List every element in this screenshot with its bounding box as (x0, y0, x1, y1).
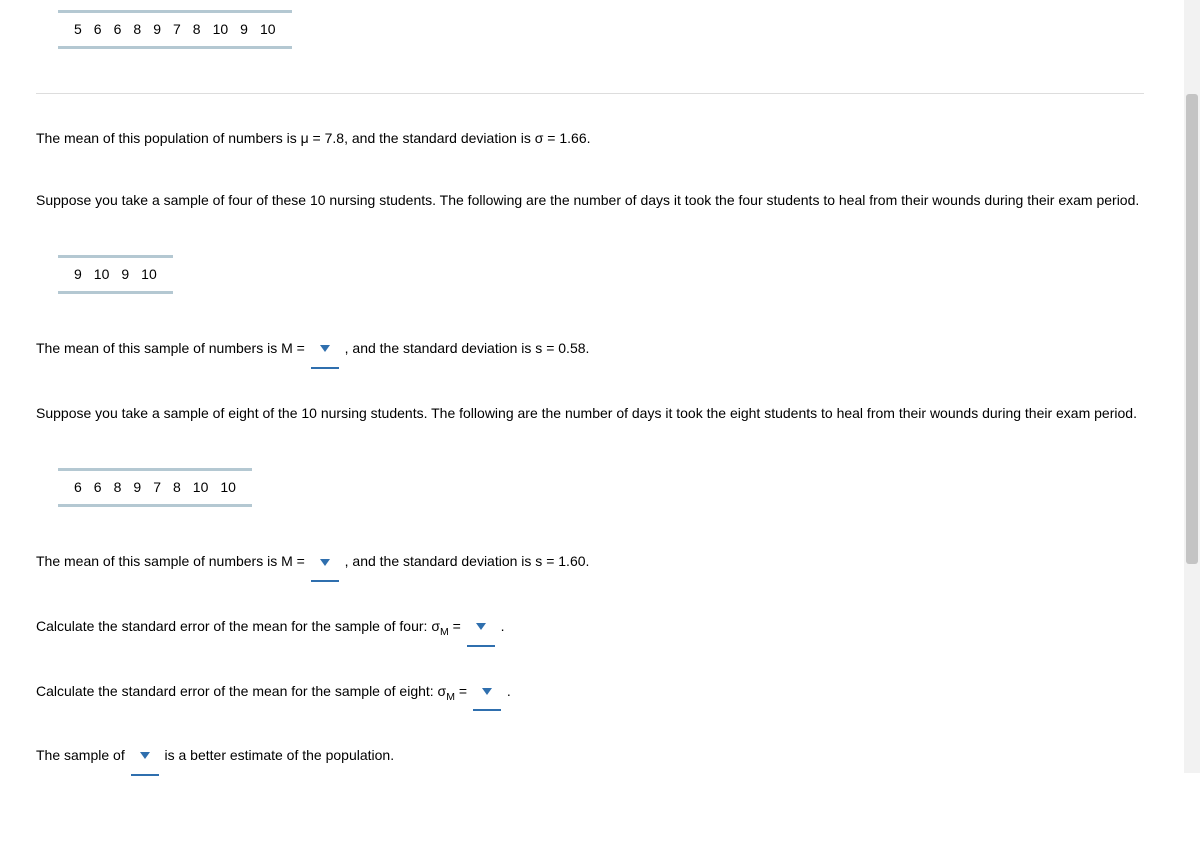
text: = (449, 618, 461, 634)
text: , and the standard deviation is s = (345, 553, 559, 569)
sem-four-paragraph: Calculate the standard error of the mean… (36, 610, 1144, 647)
sample-eight-intro: Suppose you take a sample of eight of th… (36, 397, 1144, 431)
text: is a better estimate of the population. (165, 747, 395, 763)
sem-eight-paragraph: Calculate the standard error of the mean… (36, 675, 1144, 712)
chevron-down-icon (140, 752, 150, 759)
sample-four-intro: Suppose you take a sample of four of the… (36, 184, 1144, 218)
data-value: 6 (68, 479, 88, 495)
sample-eight-mean-dropdown[interactable] (311, 545, 339, 582)
data-value: 9 (234, 21, 254, 37)
sample-eight-s-value: 1.60 (558, 553, 585, 569)
data-value: 9 (127, 479, 147, 495)
data-value: 7 (167, 21, 187, 37)
sample-eight-data-box: 6689781010 (58, 468, 252, 507)
sample-four-stats-paragraph: The mean of this sample of numbers is M … (36, 332, 1144, 369)
chevron-down-icon (320, 345, 330, 352)
text: , and the standard deviation is s = (345, 340, 559, 356)
population-stats-paragraph: The mean of this population of numbers i… (36, 122, 1144, 156)
data-value: 8 (108, 479, 128, 495)
text: Calculate the standard error of the mean… (36, 618, 440, 634)
chevron-down-icon (476, 623, 486, 630)
data-value: 5 (68, 21, 88, 37)
text: The sample of (36, 747, 125, 763)
data-value: 10 (207, 21, 235, 37)
text: = (455, 683, 467, 699)
mu-value: 7.8 (325, 130, 344, 146)
text: The mean of this sample of numbers is M … (36, 340, 305, 356)
data-value: 10 (187, 479, 215, 495)
text: . (587, 130, 591, 146)
data-value: 8 (127, 21, 147, 37)
chevron-down-icon (320, 559, 330, 566)
text: Calculate the standard error of the mean… (36, 683, 446, 699)
vertical-scrollbar[interactable] (1184, 0, 1200, 773)
data-value: 7 (147, 479, 167, 495)
sample-eight-stats-paragraph: The mean of this sample of numbers is M … (36, 545, 1144, 582)
text: The mean of this population of numbers i… (36, 130, 325, 146)
sigma-value: 1.66 (559, 130, 586, 146)
best-estimate-dropdown[interactable] (131, 739, 159, 776)
data-value: 8 (187, 21, 207, 37)
data-value: 10 (214, 479, 242, 495)
sem-four-dropdown[interactable] (467, 610, 495, 647)
population-data-box: 566897810910 (58, 10, 292, 49)
text: . (501, 618, 505, 634)
subscript-m: M (440, 626, 449, 638)
chevron-down-icon (482, 688, 492, 695)
data-value: 6 (108, 21, 128, 37)
data-value: 10 (254, 21, 282, 37)
sample-four-data-box: 910910 (58, 255, 173, 294)
data-value: 9 (147, 21, 167, 37)
sample-four-mean-dropdown[interactable] (311, 332, 339, 369)
text: The mean of this sample of numbers is M … (36, 553, 305, 569)
data-value: 6 (88, 21, 108, 37)
data-value: 9 (115, 266, 135, 282)
data-value: 6 (88, 479, 108, 495)
data-value: 9 (68, 266, 88, 282)
sem-eight-dropdown[interactable] (473, 675, 501, 712)
best-estimate-paragraph: The sample of is a better estimate of th… (36, 739, 1144, 776)
text: , and the standard deviation is σ = (344, 130, 559, 146)
subscript-m: M (446, 690, 455, 702)
text: . (507, 683, 511, 699)
scrollbar-thumb[interactable] (1186, 94, 1198, 564)
data-value: 10 (135, 266, 163, 282)
sample-four-s-value: 0.58 (558, 340, 585, 356)
text: . (586, 340, 590, 356)
data-value: 8 (167, 479, 187, 495)
text: . (586, 553, 590, 569)
data-value: 10 (88, 266, 116, 282)
